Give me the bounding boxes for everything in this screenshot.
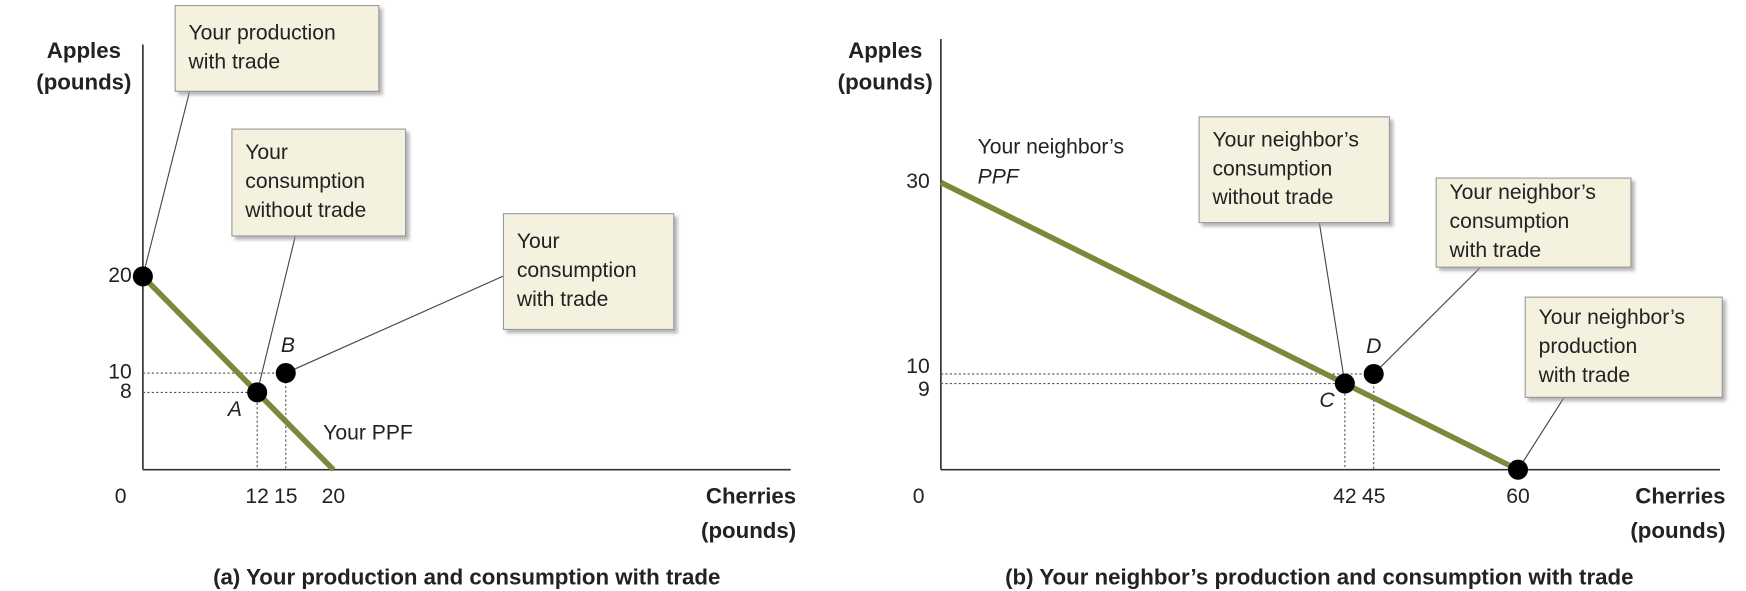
callout-text: consumption [517,259,637,282]
callout-text: Your production [189,22,336,45]
callout-leader [1318,222,1346,384]
x-tick-label: 12 [245,485,269,508]
callout-leader [285,275,504,374]
callout-text: Your neighbor’s [1212,128,1358,151]
point-label: C [1319,389,1335,412]
point-label: A [226,398,242,421]
x-tick-label: 0 [115,485,127,508]
x-tick-label: 20 [322,485,346,508]
guide-line [142,391,258,470]
ppf-line [939,180,1520,473]
callout-leader [1517,397,1565,470]
callout-text: with trade [188,50,281,73]
x-tick-label: 45 [1362,485,1386,508]
guide-line [940,373,1375,470]
x-axis-label: (pounds) [701,518,796,543]
callout-text: Your neighbor’s [1450,181,1596,204]
point [1507,459,1529,480]
y-tick-label: 9 [918,378,930,401]
callout-box [1198,116,1390,224]
x-tick-label: 0 [913,485,925,508]
point [275,363,296,384]
panel-title: (a) Your production and consumption with… [213,565,720,590]
callout-box [231,128,407,237]
callout-box [502,213,675,331]
y-axis-label: Apples [47,38,121,63]
y-tick-label: 8 [120,380,132,403]
y-tick-label: 30 [906,170,929,193]
ppf-line [140,274,336,472]
y-axis-label: (pounds) [36,69,131,94]
callout-box [174,5,380,92]
y-axis-label: Apples [848,38,922,63]
ppf-label: PPF [978,166,1020,189]
point-label: B [281,334,295,357]
y-tick-label: 10 [108,361,131,384]
callout-leader [256,235,296,393]
callout-leader [1373,266,1482,375]
callout-text: production [1539,335,1638,358]
x-axis-label: Cherries [706,483,796,508]
callout-text: consumption [1212,157,1332,180]
y-tick-label: 20 [108,264,131,287]
callout-text: Your neighbor’s [1539,306,1685,329]
point [1334,373,1355,394]
callout-text: with trade [1449,239,1542,262]
point [247,382,268,403]
panel-title: (b) Your neighbor’s production and consu… [1005,565,1633,590]
ppf-label: Your PPF [323,422,413,445]
guide-line [940,382,1346,470]
point-label: D [1366,335,1381,358]
callout-box [1524,296,1723,398]
callout-text: Your [245,141,288,164]
point [132,266,153,287]
x-tick-label: 60 [1506,485,1530,508]
x-tick-label: 42 [1333,485,1357,508]
callout-text: without trade [244,199,366,222]
point [1363,363,1384,384]
callout-text: Your [517,230,560,253]
x-tick-label: 15 [274,485,298,508]
x-axis-label: Cherries [1635,483,1725,508]
callout-leader [142,91,191,277]
callout-text: without trade [1211,186,1333,209]
callout-text: consumption [1450,210,1570,233]
ppf-label: Your neighbor’s [978,136,1124,159]
y-tick-label: 10 [906,355,929,378]
callout-text: with trade [1538,364,1631,387]
x-axis-label: (pounds) [1630,518,1725,543]
callout-text: consumption [245,170,365,193]
y-axis-label: (pounds) [838,69,933,94]
callout-box [1435,177,1632,268]
callout-text: with trade [516,288,609,311]
